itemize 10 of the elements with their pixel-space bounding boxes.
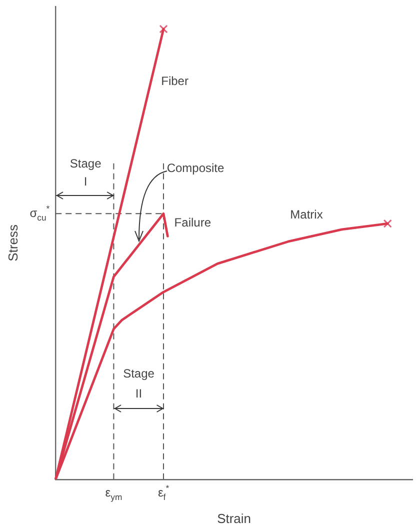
series-label: Fiber — [161, 74, 188, 88]
annotation: Failure — [174, 215, 212, 230]
annotation: Stage — [70, 156, 102, 170]
annotation: II — [135, 386, 142, 401]
text: Composite — [166, 161, 225, 176]
annotation: I — [84, 174, 88, 188]
annotation: Stage — [123, 366, 155, 381]
series-label: Matrix — [290, 207, 323, 222]
y-axis-title: Stress — [5, 224, 20, 262]
x-axis-title: Strain — [217, 510, 252, 526]
